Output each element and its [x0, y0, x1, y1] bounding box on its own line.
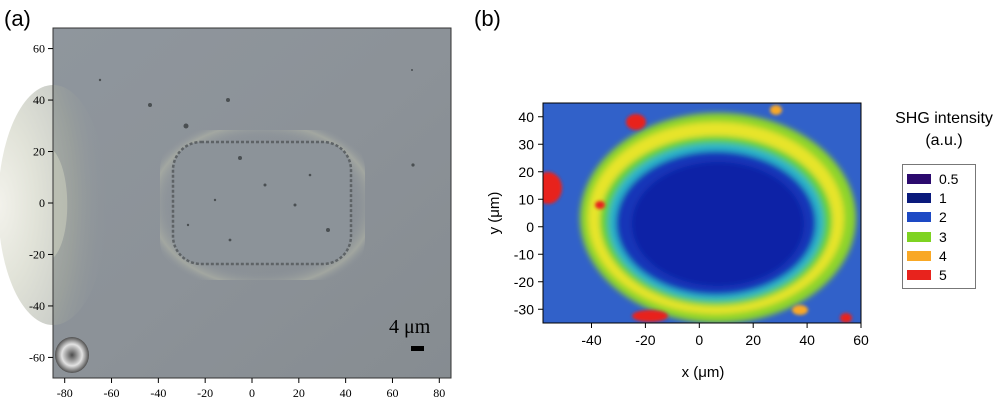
- left-feature-edge: [53, 150, 68, 258]
- heatmap-frame: [542, 102, 862, 324]
- panel-a-y-tick-label: 20: [33, 145, 45, 159]
- legend-label: 2: [939, 209, 947, 226]
- heatmap-x-tick-label: 0: [695, 332, 703, 348]
- heatmap-y-tick-label: 0: [526, 219, 534, 235]
- heatmap-area: [543, 103, 861, 323]
- panel-a-x-axis: -80 -60 -40 -20 0 20 40 60 80: [57, 378, 445, 400]
- heatmap-x-tick-label: 20: [745, 332, 761, 348]
- heatmap-x-axis: -40 -20 0 20 40 60: [581, 323, 869, 348]
- panel-a-x-tick-label: 80: [433, 386, 445, 400]
- panel-a-x-tick-label: 20: [293, 386, 305, 400]
- panel-a-label: (a): [4, 6, 31, 31]
- debris-dots: [98, 69, 415, 242]
- panel-a-x-tick-label: 60: [386, 386, 398, 400]
- panel-b-label: (b): [474, 6, 501, 31]
- hotspot-left: [543, 172, 562, 204]
- panel-a-x-tick-label: 40: [340, 386, 352, 400]
- heatmap-y-tick-label: -30: [514, 301, 534, 317]
- legend-label: 5: [939, 267, 947, 284]
- heatmap-x-tick-label: -20: [635, 332, 655, 348]
- heatmap-y-tick-label: 40: [518, 109, 534, 125]
- panel-a-x-tick-label: -60: [104, 386, 120, 400]
- legend-entry: 0.5: [907, 169, 971, 188]
- panel-a-x-tick-label: 0: [249, 386, 255, 400]
- hotspot-left-small: [595, 201, 605, 209]
- legend-entry: 2: [907, 208, 971, 227]
- legend-swatch: [907, 250, 931, 261]
- rectangular-pattern: [171, 140, 353, 266]
- shg-legend-title: SHG intensity (a.u.): [880, 108, 1008, 152]
- scale-bar-label: 4 μm: [389, 316, 431, 338]
- heatmap-y-tick-label: -10: [514, 246, 534, 262]
- heatmap-y-axis: -30 -20 -10 0 10 20 30 40: [514, 109, 543, 317]
- legend-label: 1: [939, 189, 947, 206]
- panel-a-y-tick-label: -20: [29, 247, 45, 261]
- legend-label: 3: [939, 228, 947, 245]
- heatmap-x-tick-label: -40: [581, 332, 601, 348]
- legend-label: 0.5: [939, 170, 959, 187]
- panel-a-y-tick-label: -60: [29, 350, 45, 364]
- heatmap-y-tick-label: 30: [518, 136, 534, 152]
- legend-swatch: [907, 270, 931, 281]
- hotspot-top: [626, 114, 646, 130]
- bubble-image: [55, 337, 89, 373]
- hotspot-top-right: [770, 105, 782, 115]
- dark-core: [632, 162, 804, 286]
- heatmap-y-tick-label: 10: [518, 191, 534, 207]
- heatmap-x-tick-label: 40: [799, 332, 815, 348]
- hotspots: [543, 105, 852, 323]
- hotspot-bottom: [632, 310, 668, 322]
- legend-title-line2: (a.u.): [925, 132, 963, 149]
- heatmap-rings: [580, 113, 856, 323]
- legend-swatch: [907, 192, 931, 203]
- heatmap-x-tick-label: 60: [853, 332, 869, 348]
- heatmap-y-tick-label: -20: [514, 274, 534, 290]
- legend-swatch: [907, 212, 931, 223]
- optical-micrograph-panel: 4 μm -80 -60 -40 -20 0 20 40 60 80 60 40 20 0 -20 -40…: [0, 27, 452, 400]
- panel-a-x-tick-label: -20: [197, 386, 213, 400]
- legend-entry: 5: [907, 265, 971, 284]
- heatmap-y-label: y (μm): [486, 192, 503, 235]
- legend-swatch: [907, 231, 931, 242]
- panel-a-y-tick-label: 0: [39, 196, 45, 210]
- legend-swatch: [907, 173, 931, 184]
- hotspot-bottom-right: [792, 305, 808, 315]
- panel-a-x-tick-label: -40: [150, 386, 166, 400]
- panel-a-y-tick-label: 40: [33, 93, 45, 107]
- scale-bar: [411, 346, 424, 351]
- panel-a-x-tick-label: -80: [57, 386, 73, 400]
- panel-a-y-axis: 60 40 20 0 -20 -40 -60: [29, 42, 53, 364]
- heatmap-y-tick-label: 20: [518, 164, 534, 180]
- legend-entry: 1: [907, 188, 971, 207]
- panel-a-y-tick-label: 60: [33, 42, 45, 56]
- legend-title-line1: SHG intensity: [895, 110, 993, 127]
- legend-entry: 4: [907, 246, 971, 265]
- hotspot-corner: [840, 313, 852, 323]
- panel-a-y-tick-label: -40: [29, 299, 45, 313]
- legend-label: 4: [939, 247, 947, 264]
- legend-entry: 3: [907, 227, 971, 246]
- heatmap-x-label: x (μm): [682, 364, 725, 381]
- shg-legend: 0.5 1 2 3 4 5: [902, 164, 976, 289]
